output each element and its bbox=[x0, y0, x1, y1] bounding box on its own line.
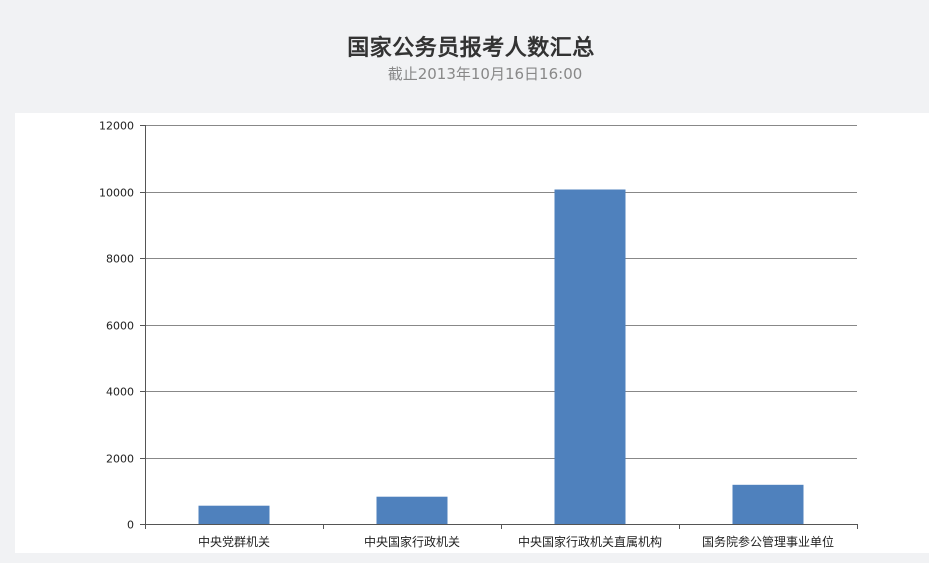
bar bbox=[198, 505, 270, 524]
gridlines bbox=[145, 125, 857, 459]
y-tick-label: 4000 bbox=[106, 386, 134, 399]
x-category-labels: 中央党群机关 中央国家行政机关 中央国家行政机关直属机构 国务院参公管理事业单位 bbox=[198, 534, 834, 549]
bars bbox=[198, 189, 804, 524]
y-tick-labels: 0 2000 4000 6000 8000 10000 12000 bbox=[99, 120, 134, 532]
chart-subtitle: 截止2013年10月16日16:00 bbox=[387, 65, 583, 83]
bar bbox=[732, 484, 804, 524]
y-tick-label: 6000 bbox=[106, 320, 134, 333]
y-tick-label: 12000 bbox=[99, 120, 134, 133]
bar bbox=[376, 496, 448, 524]
chart-header: 国家公务员报考人数汇总 截止2013年10月16日16:00 bbox=[0, 0, 929, 112]
x-category-label: 中央国家行政机关直属机构 bbox=[518, 534, 662, 549]
x-category-label: 中央国家行政机关 bbox=[364, 534, 460, 549]
x-category-label: 中央党群机关 bbox=[198, 534, 270, 549]
bar-chart: 0 2000 4000 6000 8000 10000 12000 中央党群机关 中央国家行政… bbox=[99, 120, 858, 549]
chart-panel: 0 2000 4000 6000 8000 10000 12000 中央党群机关 中央国家行政… bbox=[15, 113, 929, 553]
x-category-label: 国务院参公管理事业单位 bbox=[702, 534, 834, 549]
y-tick-label: 0 bbox=[127, 519, 134, 532]
y-tick-label: 10000 bbox=[99, 187, 134, 200]
bar bbox=[554, 189, 626, 524]
y-tick-label: 2000 bbox=[106, 453, 134, 466]
y-tick-label: 8000 bbox=[106, 253, 134, 266]
chart-title: 国家公务员报考人数汇总 bbox=[347, 36, 595, 61]
axes bbox=[140, 125, 858, 529]
